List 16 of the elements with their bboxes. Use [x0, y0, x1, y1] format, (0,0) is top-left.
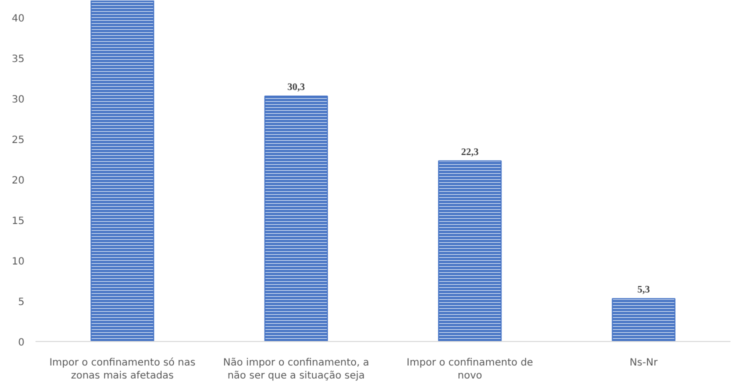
- data-label: 22,3: [461, 146, 479, 158]
- x-tick-label: Ns-Nr: [630, 358, 658, 368]
- x-tick-label: Impor o confinamento só nas zonas mais afetadas: [49, 358, 196, 382]
- y-tick-label: 15: [12, 216, 25, 228]
- y-tick-label: 25: [12, 135, 25, 146]
- data-label: 30,3: [287, 82, 305, 94]
- y-tick-label: 30: [12, 94, 25, 106]
- data-label: 5,3: [637, 284, 650, 296]
- y-tick-label: 10: [12, 256, 25, 268]
- x-tick-label: Impor o confinamento de novo: [406, 358, 534, 382]
- y-tick-label: 5: [18, 297, 25, 308]
- x-tick-label: Não impor o confinamento, a não ser que a situação seja: [223, 358, 370, 382]
- y-tick-label: 35: [12, 54, 25, 66]
- y-tick-label: 20: [12, 176, 25, 187]
- y-tick-label: 0: [18, 338, 25, 348]
- y-tick-label: 40: [12, 14, 25, 25]
